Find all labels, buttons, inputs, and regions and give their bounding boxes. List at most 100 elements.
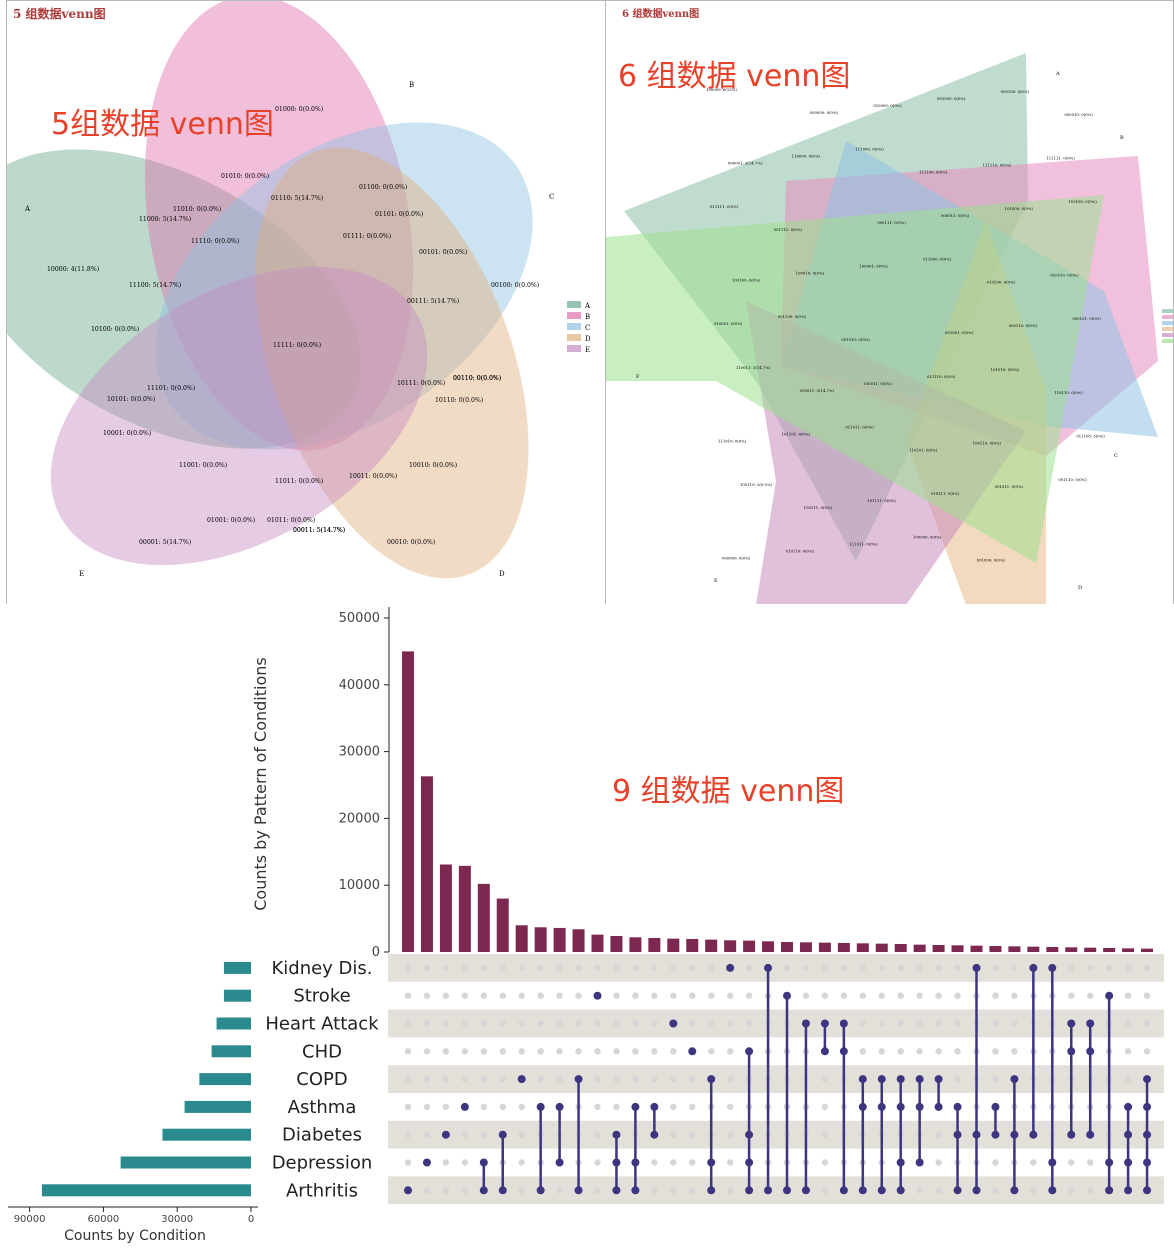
venn6-region-label: 001110: 0(0%) (1058, 477, 1087, 482)
upset-matrix-dot-empty (594, 1075, 601, 1083)
upset-matrix-dot-empty (821, 964, 829, 972)
upset-set-size-bar (41, 1184, 252, 1197)
upset-matrix-dot-filled (1010, 1186, 1019, 1195)
venn6-legend-swatch-e (1162, 333, 1173, 337)
upset-matrix-dot-empty (1124, 1048, 1132, 1055)
upset-matrix-dot-filled (858, 1075, 867, 1084)
upset-matrix-dot-filled (934, 1075, 943, 1084)
upset-set-axis-tick-label: 30000 (161, 1214, 193, 1225)
venn6-region-label: 010001: 0(0%) (714, 321, 743, 326)
venn6-region-label: 100000: 0(0%) (913, 534, 942, 539)
upset-matrix-dot-empty (878, 964, 885, 972)
upset-matrix-dot-empty (499, 1103, 506, 1111)
upset-matrix-dot-empty (689, 1020, 696, 1027)
upset-matrix-dot-filled (612, 1130, 621, 1139)
upset-matrix-dot-empty (1011, 1048, 1018, 1055)
upset-matrix-dot-filled (934, 1102, 943, 1111)
upset-matrix-dot-empty (556, 992, 563, 999)
venn5-region-11010: 11010: 0(0.0%) (173, 206, 221, 213)
venn6-region-label: 011110: 0(0%) (927, 374, 956, 379)
upset-matrix-dot-empty (442, 1048, 450, 1055)
upset-matrix-dot-empty (1087, 992, 1094, 999)
upset-matrix-dot-empty (1087, 1187, 1094, 1194)
upset-matrix-dot-empty (878, 1048, 885, 1055)
upset-matrix-dot-empty (423, 1075, 431, 1083)
venn6-region-label: 000011: 0(0%) (941, 213, 970, 218)
upset-matrix-dot-empty (821, 1103, 829, 1111)
upset-matrix-dot-empty (518, 1187, 525, 1194)
upset-matrix-dot-empty (461, 992, 469, 999)
upset-matrix-dot-filled (896, 1158, 905, 1167)
venn6-region-label: 110011: 3(14.7%) (736, 365, 771, 370)
upset-matrix-dot-empty (783, 964, 791, 972)
upset-bar-axis-tick-label: 20000 (339, 811, 380, 826)
upset-matrix-dot-empty (935, 1159, 942, 1166)
upset-matrix-dot-empty (821, 992, 829, 999)
upset-matrix-dot-empty (670, 1131, 677, 1138)
upset-matrix-dot-empty (423, 1048, 431, 1055)
upset-matrix-dot-empty (594, 1131, 601, 1138)
upset-matrix-dot-filled (953, 1102, 962, 1111)
upset-matrix-dot-filled (1048, 963, 1057, 972)
upset-matrix-dot-empty (461, 1020, 469, 1027)
venn5-region-10001: 10001: 0(0.0%) (103, 430, 151, 437)
venn5-region-00100: 00100: 0(0.0%) (491, 282, 539, 289)
venn5-region-00010: 00010: 0(0.0%) (387, 539, 435, 546)
upset-matrix-dot-empty (613, 964, 620, 972)
upset-matrix-dot-empty (423, 964, 431, 972)
venn5-region-01010: 01010: 0(0.0%) (221, 173, 269, 180)
upset-matrix-dot-filled (1143, 1075, 1152, 1084)
upset-matrix-dot-filled (783, 1186, 791, 1195)
upset-matrix-dot-empty (575, 964, 582, 972)
venn5-legend-label-a: A (584, 302, 591, 310)
upset-matrix-dot-empty (935, 1187, 942, 1194)
venn6-region-label: 001000: 0(0%) (977, 557, 1006, 562)
upset-matrix-dot-empty (726, 992, 734, 999)
venn5-legend-label-c: C (585, 324, 590, 332)
upset-matrix-dot-filled (1029, 963, 1038, 972)
upset-matrix-dot-empty (575, 992, 582, 999)
upset-intersection-bar (762, 941, 775, 952)
venn5-ellipse-e (50, 266, 428, 566)
venn5-region-11101: 11101: 0(0.0%) (147, 385, 195, 392)
upset-matrix-dot-empty (518, 1103, 525, 1111)
venn5-region-01101: 01101: 0(0.0%) (375, 211, 423, 218)
venn6-title: 6 组数据venn图 (622, 9, 700, 20)
venn5-region-01011: 01011: 0(0.0%) (267, 517, 315, 524)
upset-matrix-dot-filled (745, 1158, 754, 1167)
venn6-shape-f (606, 195, 1104, 563)
upset-matrix-dot-filled (1029, 1130, 1038, 1139)
upset-matrix-dot-empty (840, 992, 848, 999)
upset-matrix-dot-filled (839, 1047, 848, 1056)
upset-matrix-dot-empty (859, 992, 866, 999)
upset-intersection-bar (932, 944, 945, 952)
upset-matrix-dot-filled (536, 1186, 545, 1195)
upset-matrix-dot-empty (461, 964, 469, 972)
upset-matrix-dot-empty (480, 992, 487, 999)
upset-matrix-dot-empty (537, 1020, 544, 1027)
upset-matrix-dot-empty (594, 1187, 601, 1194)
upset-matrix-dot-filled (839, 1019, 848, 1028)
upset-matrix-dot-filled (479, 1158, 488, 1167)
upset-intersection-bar (591, 934, 604, 952)
venn6-region-label: 010010: 0(0%) (1050, 273, 1079, 278)
upset-matrix-dot-filled (745, 1047, 754, 1056)
upset-matrix-dot-filled (574, 1075, 583, 1084)
venn5-region-01110: 01110: 5(14.7%) (271, 195, 323, 202)
venn6-legend-swatch-d (1162, 327, 1173, 331)
upset-matrix-dot-empty (461, 1048, 469, 1055)
upset-bar-axis-tick-label: 40000 (339, 678, 380, 693)
upset-matrix-dot-empty (1068, 1159, 1075, 1166)
venn6-region-label: 101010: 0(0%) (991, 367, 1020, 372)
venn6-region-label: 001011: 0(0%) (995, 484, 1024, 489)
upset-matrix-dot-empty (1011, 992, 1018, 999)
upset-matrix-dot-empty (575, 1048, 582, 1055)
upset-matrix-dot-filled (972, 1130, 981, 1139)
venn6-region-label: 011100: 3(0%) (1076, 433, 1105, 438)
upset-matrix-dot-empty (442, 1020, 450, 1027)
upset-matrix-dot-empty (499, 1020, 506, 1027)
upset-matrix-dot-filled (1086, 1019, 1095, 1028)
upset-matrix-dot-filled (972, 1186, 981, 1195)
upset-matrix-dot-empty (594, 1159, 601, 1166)
upset-set-size-bar (216, 1017, 251, 1030)
